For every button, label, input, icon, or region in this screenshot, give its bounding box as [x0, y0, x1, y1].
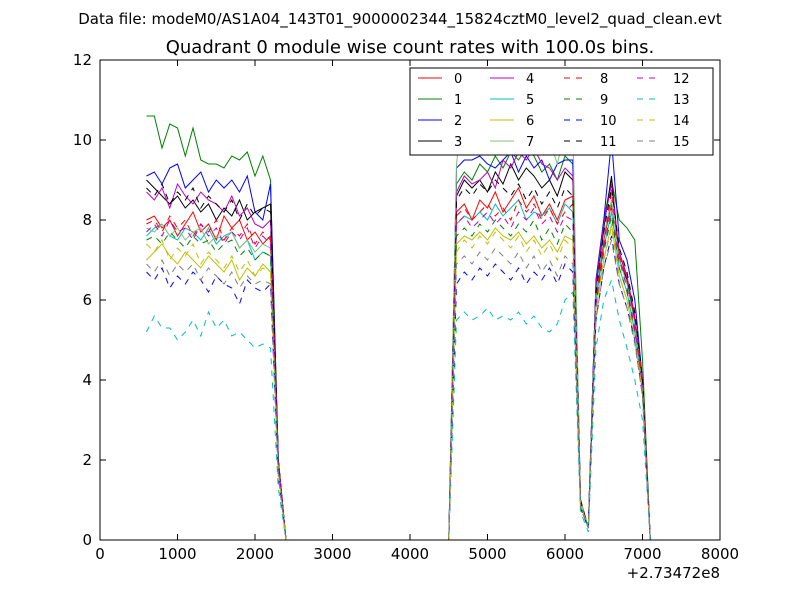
x-tick-label: 3000 [313, 545, 351, 563]
y-tick-label: 4 [82, 371, 92, 389]
legend-label-10: 10 [600, 114, 617, 129]
legend-label-8: 8 [600, 72, 608, 87]
x-tick-label: 0 [95, 545, 105, 563]
x-tick-label: 8000 [701, 545, 739, 563]
x-tick-label: 1000 [158, 545, 196, 563]
y-tick-label: 2 [82, 451, 92, 469]
series-layer [146, 95, 651, 540]
x-tick-label: 2000 [236, 545, 274, 563]
legend-label-14: 14 [673, 114, 690, 129]
legend-label-4: 4 [526, 72, 534, 87]
x-tick-label: 6000 [546, 545, 584, 563]
legend-label-0: 0 [454, 72, 462, 87]
legend-label-12: 12 [673, 72, 690, 87]
x-tick-label: 5000 [468, 545, 506, 563]
y-tick-label: 0 [82, 531, 92, 549]
series-line-12 [146, 206, 651, 540]
legend-frame [409, 67, 714, 156]
y-tick-label: 12 [73, 51, 92, 69]
legend-label-13: 13 [673, 93, 690, 108]
legend-label-15: 15 [673, 135, 690, 150]
chart-title: Quadrant 0 module wise count rates with … [166, 37, 655, 58]
legend-label-2: 2 [454, 114, 462, 129]
legend-label-6: 6 [526, 114, 534, 129]
axes-ticks: 0 1000 2000 3000 4000 5000 6000 7000 80000246810… [73, 51, 739, 563]
legend-label-3: 3 [454, 135, 462, 150]
y-tick-label: 8 [82, 211, 92, 229]
x-tick-label: 7000 [623, 545, 661, 563]
legend-label-5: 5 [526, 93, 534, 108]
y-tick-label: 10 [73, 131, 92, 149]
legend-label-11: 11 [600, 135, 617, 150]
legend-label-7: 7 [526, 135, 534, 150]
legend-label-1: 1 [454, 93, 462, 108]
x-axis-offset-label: +2.73472e8 [627, 564, 720, 582]
series-line-9 [146, 215, 651, 540]
y-tick-label: 6 [82, 291, 92, 309]
series-line-13 [146, 278, 651, 540]
x-tick-label: 4000 [391, 545, 429, 563]
figure-suptitle: Data file: modeM0/AS1A04_143T01_90000023… [78, 10, 722, 29]
legend-label-9: 9 [600, 93, 608, 108]
